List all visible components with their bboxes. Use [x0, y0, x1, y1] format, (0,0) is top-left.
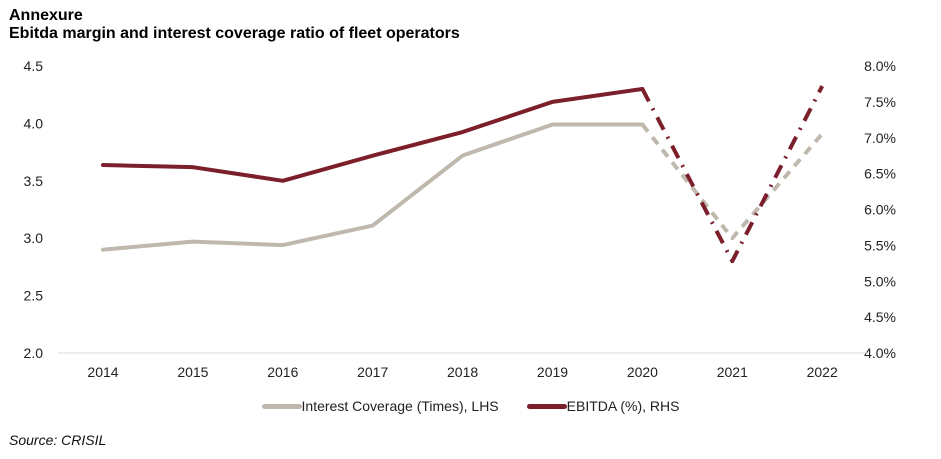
series-line-ebitda-projection [640, 85, 824, 264]
right-tick-label: 5.5% [864, 237, 896, 253]
x-tick-label: 2017 [357, 364, 388, 380]
right-tick-label: 7.5% [864, 94, 896, 110]
legend-item-ebitda[interactable]: EBITDA (%), RHS [526, 398, 680, 414]
right-tick-label: 7.0% [864, 130, 896, 146]
left-tick-label: 3.5 [24, 173, 44, 189]
chart-annex-label: Annexure [9, 7, 83, 24]
right-tick-label: 6.0% [864, 202, 896, 218]
right-tick-label: 6.5% [864, 166, 896, 182]
x-tick-label: 2020 [627, 364, 658, 380]
legend: Interest Coverage (Times), LHS EBITDA (%… [0, 398, 941, 414]
right-tick-label: 5.0% [864, 273, 896, 289]
left-tick-label: 4.5 [24, 58, 44, 74]
legend-label-ebitda: EBITDA (%), RHS [566, 398, 680, 414]
x-axis: 2014 2015 2016 2017 2018 2019 2020 2021 2022 [87, 364, 838, 380]
series-line-ebitda [101, 86, 645, 183]
chart-title: Ebitda margin and interest coverage rati… [9, 25, 460, 42]
series-line-interest-coverage-projection [640, 123, 824, 241]
legend-swatch-ebitda [526, 403, 567, 409]
x-tick-label: 2014 [87, 364, 118, 380]
x-tick-label: 2016 [267, 364, 298, 380]
legend-label-interest-coverage: Interest Coverage (Times), LHS [301, 398, 499, 414]
x-tick-label: 2015 [177, 364, 208, 380]
left-axis: 2.0 2.5 3.0 3.5 4.0 4.5 [24, 58, 44, 361]
left-tick-label: 2.0 [24, 345, 44, 361]
legend-swatch-interest-coverage [261, 403, 302, 409]
left-tick-label: 4.0 [24, 115, 44, 131]
x-tick-label: 2021 [717, 364, 748, 380]
right-tick-label: 8.0% [864, 58, 896, 74]
legend-item-interest-coverage[interactable]: Interest Coverage (Times), LHS [261, 398, 499, 414]
left-tick-label: 3.0 [24, 230, 44, 246]
x-tick-label: 2019 [537, 364, 568, 380]
x-tick-label: 2018 [447, 364, 478, 380]
left-tick-label: 2.5 [24, 288, 44, 304]
right-tick-label: 4.0% [864, 345, 896, 361]
right-axis: 4.0% 4.5% 5.0% 5.5% 6.0% 6.5% 7.0% 7.5% 8.0% [864, 58, 896, 361]
source-note: Source: CRISIL [9, 432, 107, 448]
x-tick-label: 2022 [807, 364, 838, 380]
right-tick-label: 4.5% [864, 309, 896, 325]
series-line-interest-coverage [101, 122, 645, 252]
series-layer [101, 85, 824, 264]
